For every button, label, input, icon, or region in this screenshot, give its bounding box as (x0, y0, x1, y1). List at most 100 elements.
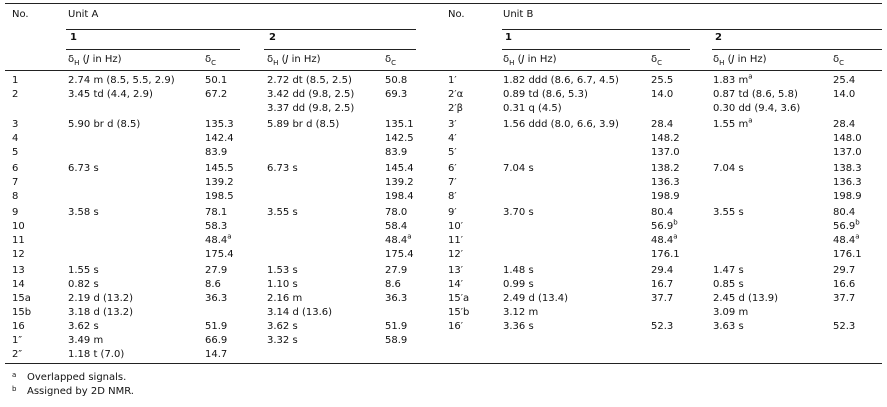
cell: 48.4a (833, 233, 860, 247)
paren: ( (281, 54, 286, 65)
footnote-text: Overlapped signals. (27, 372, 127, 383)
row-number: 2′α (448, 89, 464, 100)
compound-label: 1 (505, 32, 512, 43)
cell: 48.4a (651, 233, 678, 247)
row-number: 1 (12, 75, 19, 86)
row-number: 13′ (448, 265, 463, 276)
row-number: 1′ (448, 75, 457, 86)
paren: ( (517, 54, 522, 65)
cell-value: 48.4 (385, 235, 408, 246)
delta: δ (833, 54, 840, 65)
cell: 67.2 (205, 89, 228, 100)
cell: 0.99 s (503, 279, 534, 290)
cell: 3.18 d (13.2) (68, 307, 134, 318)
cell: 176.1 (833, 249, 862, 260)
cell: 1.56 ddd (8.0, 6.6, 3.9) (503, 119, 619, 130)
cell: 8.6 (385, 279, 401, 290)
cell: 52.3 (833, 321, 856, 332)
rule (5, 363, 882, 364)
cell: 3.42 dd (9.8, 2.5) (267, 89, 355, 100)
cell: 1.53 s (267, 265, 298, 276)
cell: 2.16 m (267, 293, 303, 304)
cell: 3.62 s (267, 321, 298, 332)
cell: 1.55 s (68, 265, 99, 276)
cell: 2.72 dt (8.5, 2.5) (267, 75, 352, 86)
row-number: 5 (12, 147, 19, 158)
row-number: 11′ (448, 235, 463, 246)
cell-value: 1.83 m (713, 75, 749, 86)
cell: 0.82 s (68, 279, 99, 290)
unit-note: in Hz) (89, 54, 122, 65)
row-number: 13 (12, 265, 25, 276)
cell-value: 56.9 (651, 221, 674, 232)
cell: 80.4 (833, 207, 856, 218)
row-number: 2′β (448, 103, 464, 114)
delta: δ (651, 54, 658, 65)
dc-header: δC (385, 54, 397, 67)
footnote-mark: a (12, 371, 17, 379)
cell-value: 48.4 (651, 235, 674, 246)
cell: 29.7 (833, 265, 856, 276)
cell: 1.48 s (503, 265, 534, 276)
cell: 6.73 s (68, 163, 99, 174)
paren: ( (727, 54, 732, 65)
cell: 48.4a (205, 233, 232, 247)
row-number: 14 (12, 279, 25, 290)
paren: ( (82, 54, 87, 65)
cell: 1.55 ma (713, 117, 752, 131)
unit-note: in Hz) (288, 54, 321, 65)
cell: 14.7 (205, 349, 228, 360)
rule (264, 49, 416, 50)
cell: 28.4 (651, 119, 674, 130)
cell: 16.7 (651, 279, 674, 290)
row-number: 14′ (448, 279, 463, 290)
cell: 1.18 t (7.0) (68, 349, 125, 360)
cell: 51.9 (205, 321, 228, 332)
cell: 66.9 (205, 335, 228, 346)
subscript: C (391, 59, 397, 67)
cell: 2.74 m (8.5, 5.5, 2.9) (68, 75, 175, 86)
row-number: 1″ (12, 335, 23, 346)
cell: 3.37 dd (9.8, 2.5) (267, 103, 355, 114)
cell: 37.7 (651, 293, 674, 304)
cell: 1.83 ma (713, 73, 752, 87)
cell: 136.3 (651, 177, 680, 188)
row-number: 7 (12, 177, 19, 188)
compound-label: 2 (715, 32, 722, 43)
row-number: 7′ (448, 177, 457, 188)
cell: 1.47 s (713, 265, 744, 276)
cell-value: 48.4 (205, 235, 228, 246)
dh-header: δH (J in Hz) (68, 54, 122, 67)
cell: 3.58 s (68, 207, 99, 218)
cell: 1.10 s (267, 279, 298, 290)
row-number: 3 (12, 119, 19, 130)
cell: 69.3 (385, 89, 408, 100)
cell: 3.12 m (503, 307, 539, 318)
cell: 3.49 m (68, 335, 104, 346)
row-number: 6 (12, 163, 19, 174)
unit-note: in Hz) (524, 54, 557, 65)
cell: 2.49 d (13.4) (503, 293, 569, 304)
rule (5, 3, 882, 4)
subscript: C (839, 59, 845, 67)
j-var: J (285, 54, 289, 65)
row-number: 16′ (448, 321, 463, 332)
dh-header: δH (J in Hz) (267, 54, 321, 67)
cell: 142.5 (385, 133, 414, 144)
footnote-mark: b (12, 385, 17, 393)
row-number: 9 (12, 207, 19, 218)
row-number: 9′ (448, 207, 457, 218)
subscript: H (509, 59, 515, 67)
cell: 36.3 (205, 293, 228, 304)
cell: 58.4 (385, 221, 408, 232)
cell: 3.62 s (68, 321, 99, 332)
delta: δ (68, 54, 75, 65)
cell: 27.9 (385, 265, 408, 276)
cell: 3.45 td (4.4, 2.9) (68, 89, 153, 100)
rule (502, 29, 882, 30)
cell: 148.0 (833, 133, 862, 144)
cell: 175.4 (385, 249, 414, 260)
cell: 137.0 (651, 147, 680, 158)
row-number: 10′ (448, 221, 463, 232)
